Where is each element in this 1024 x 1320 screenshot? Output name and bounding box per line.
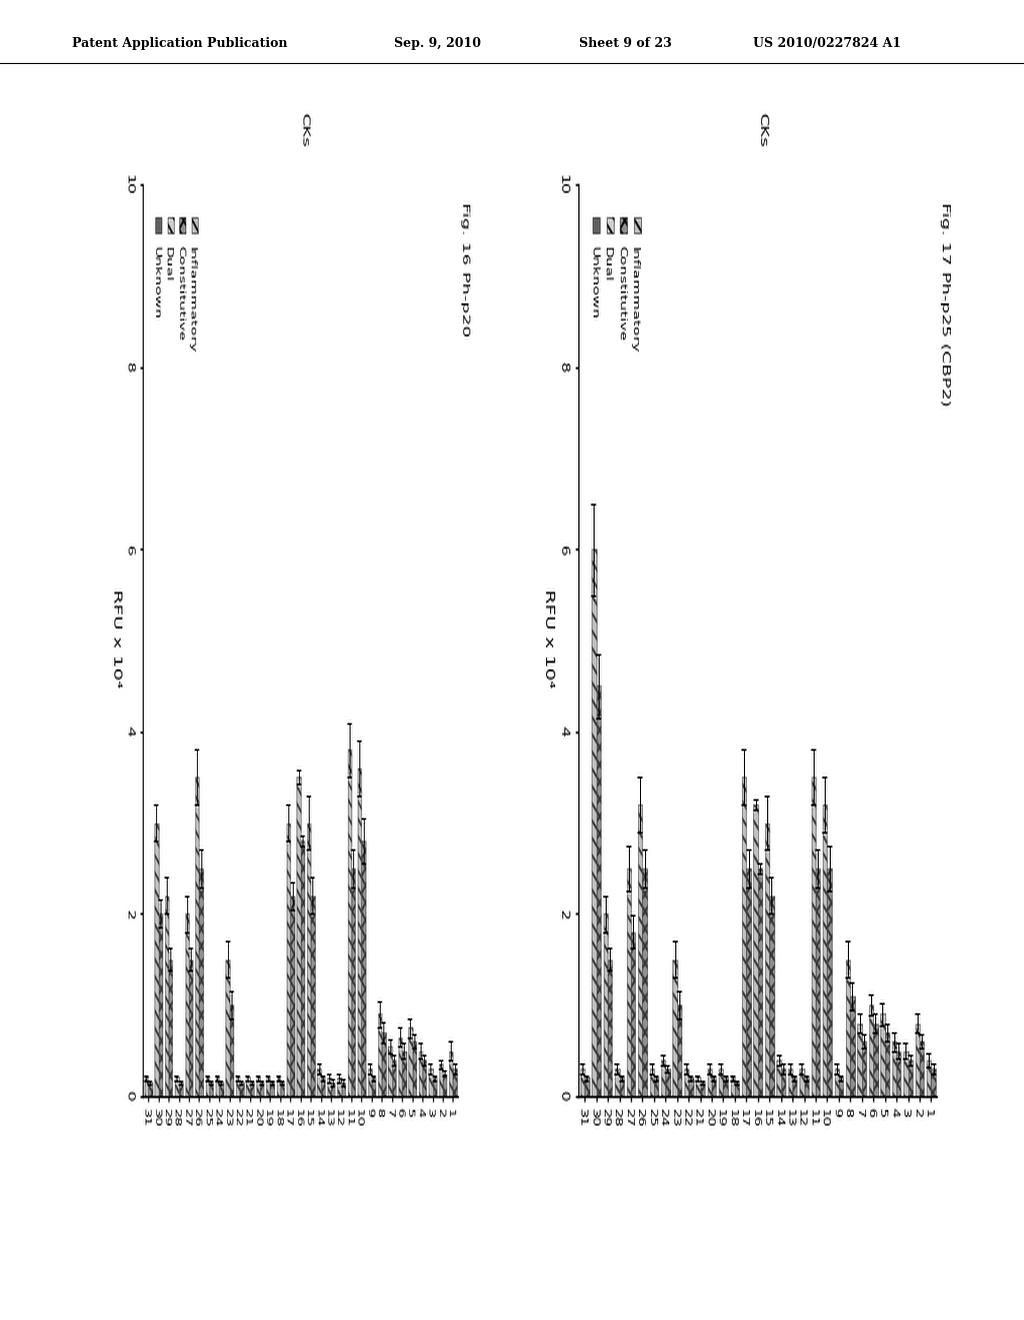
- Text: US 2010/0227824 A1: US 2010/0227824 A1: [753, 37, 901, 50]
- Text: Patent Application Publication: Patent Application Publication: [72, 37, 287, 50]
- Text: Sep. 9, 2010: Sep. 9, 2010: [394, 37, 481, 50]
- Text: Sheet 9 of 23: Sheet 9 of 23: [579, 37, 672, 50]
